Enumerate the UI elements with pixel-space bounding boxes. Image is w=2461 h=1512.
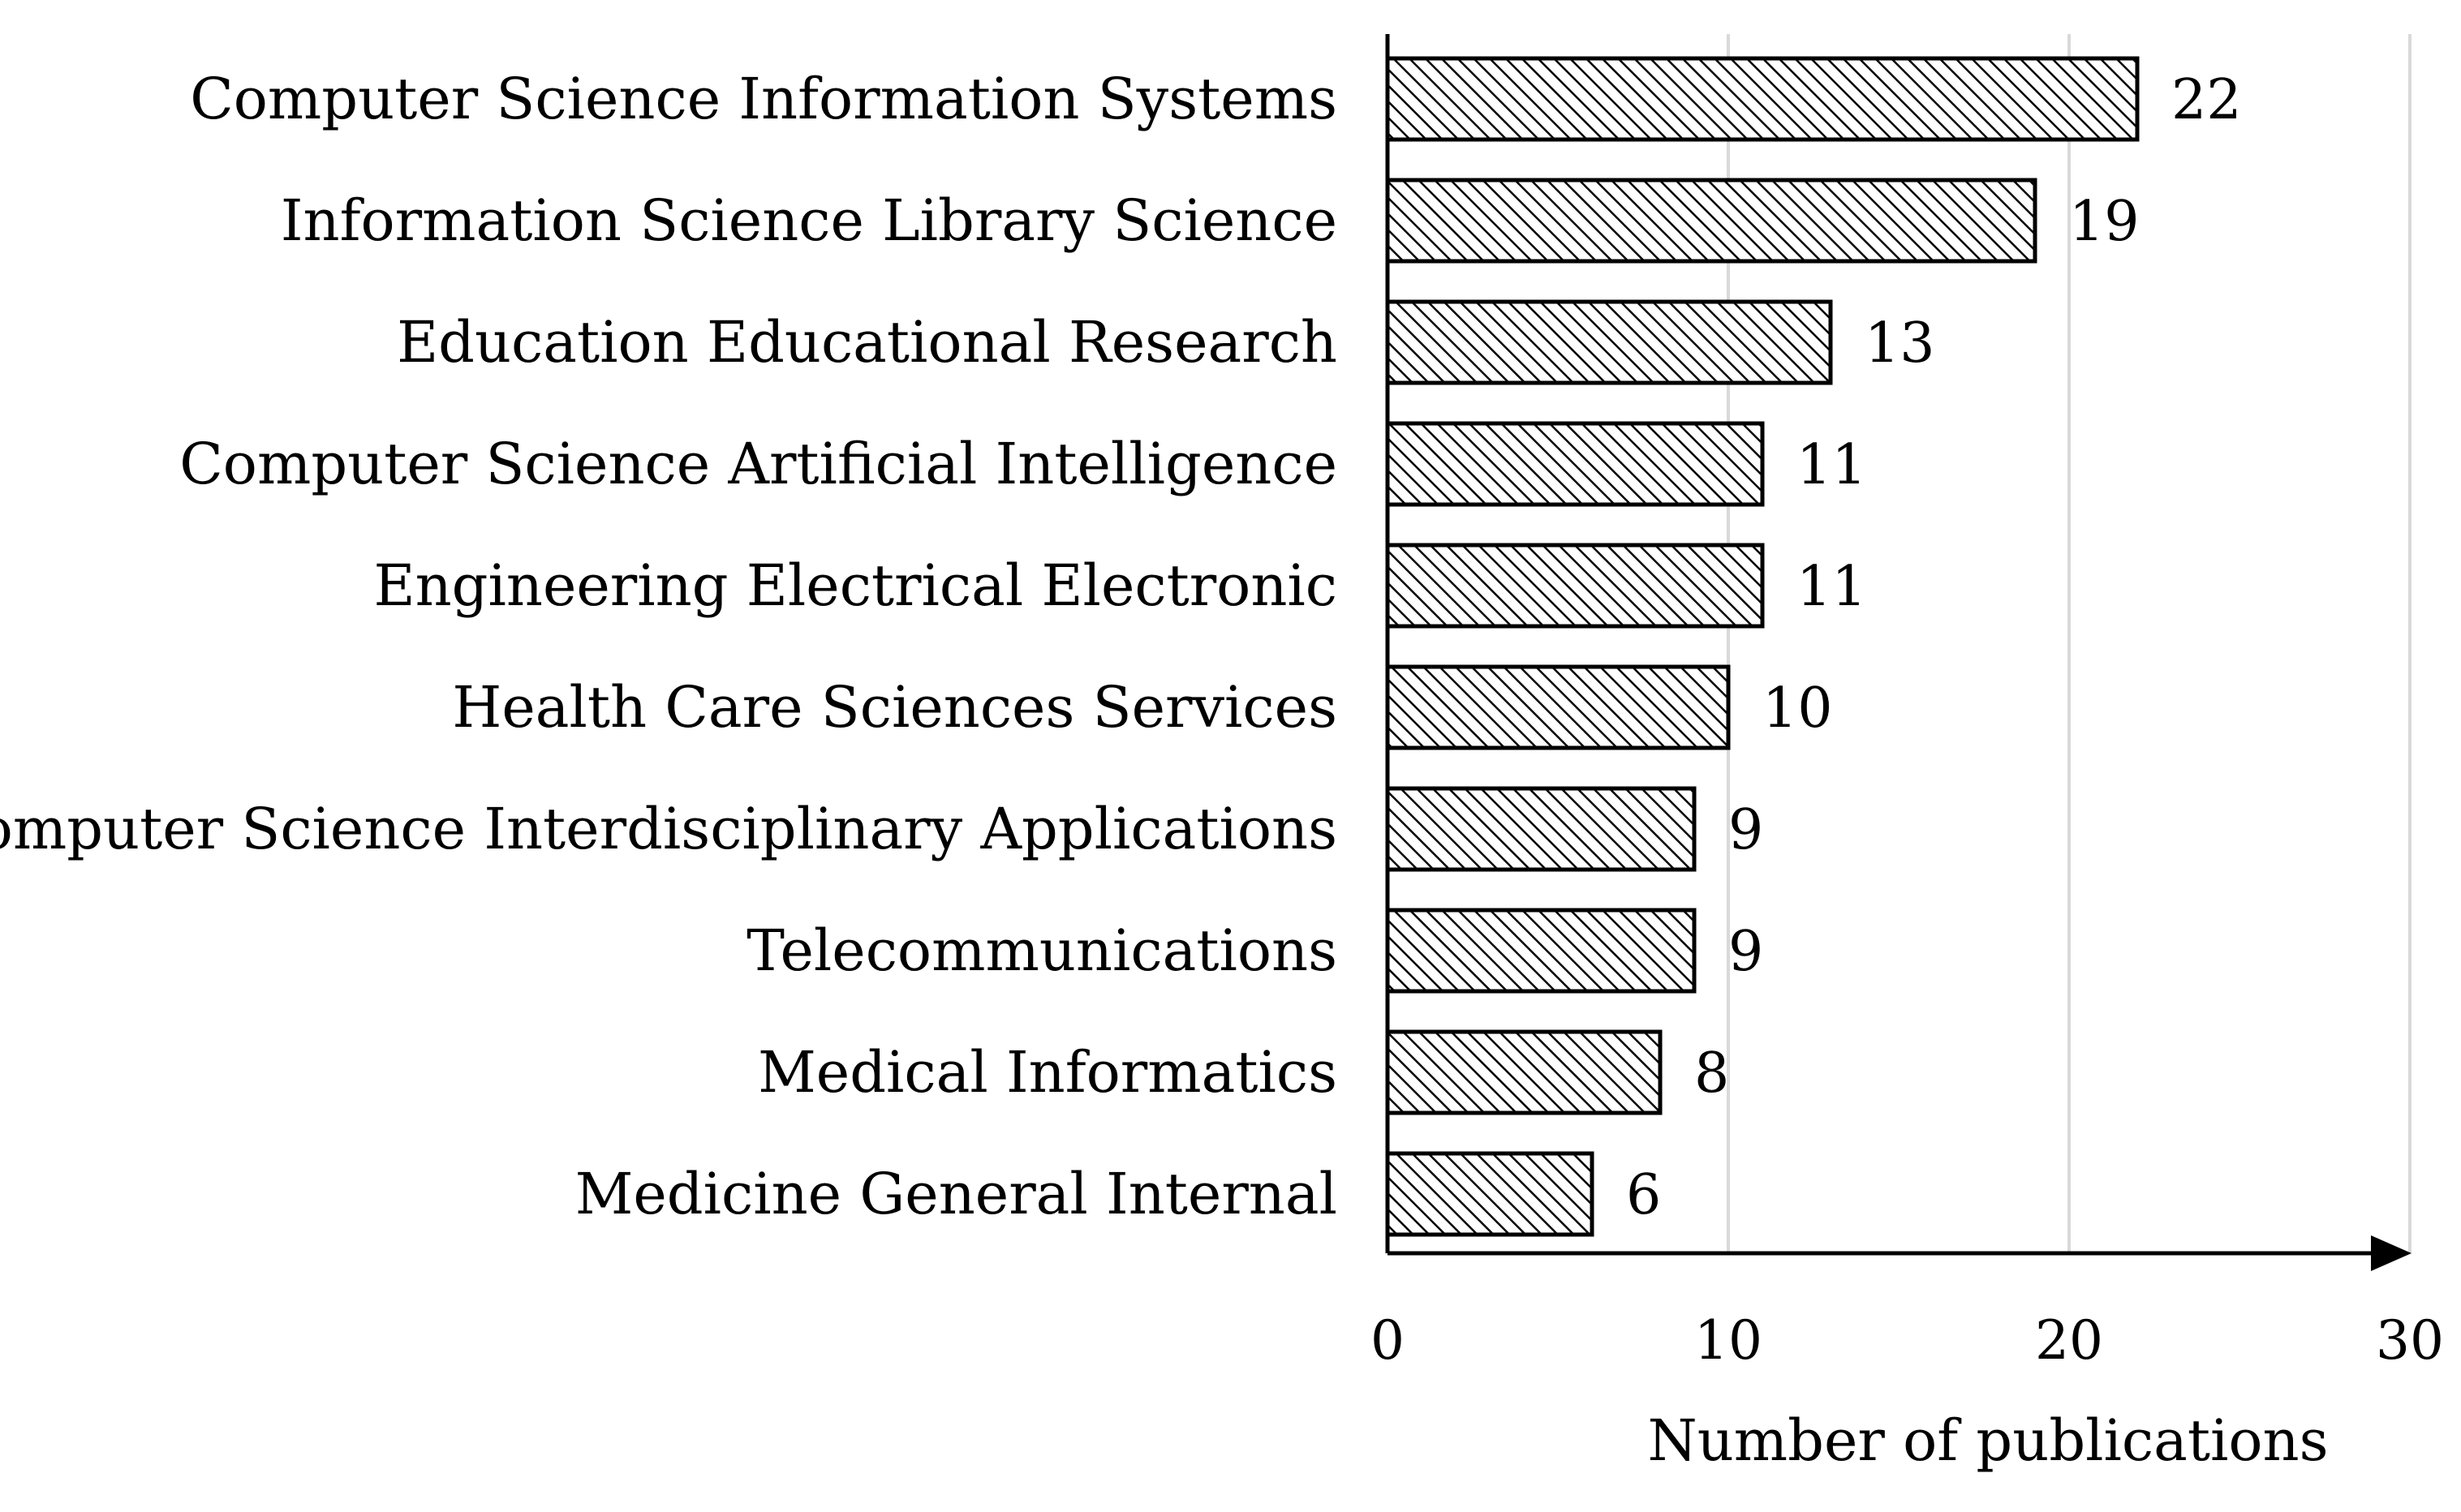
category-label: Education Educational Research [397,309,1337,376]
category-label: Information Science Library Science [281,187,1337,254]
bar [1385,1151,1594,1237]
category-label: Computer Science Information Systems [190,66,1337,132]
data-label: 11 [1796,433,1867,497]
labels: 0 10 20 30 Computer Science Information Syst… [0,66,2444,1372]
bar [1385,421,1765,507]
category-label: Engineering Electrical Electronic [373,552,1337,619]
category-label: Computer Science Artificial Intelligence [179,431,1337,497]
bar [1385,908,1697,994]
data-label: 19 [2069,190,2140,254]
x-tick-label: 0 [1370,1309,1405,1372]
category-label: Computer Science Interdisciplinary Appli… [0,796,1337,862]
bar [1385,664,1731,750]
category-label: Medicine General Internal [575,1161,1337,1227]
data-label: 6 [1626,1163,1661,1227]
bars [1385,56,2140,1237]
x-tick-label: 10 [1694,1309,1762,1372]
data-label: 22 [2171,68,2242,132]
category-label: Medical Informatics [758,1039,1337,1106]
bar [1385,178,2037,264]
x-axis-arrow [2371,1235,2412,1271]
axes [1385,34,2412,1271]
category-label: Telecommunications [746,917,1337,984]
x-tick-label: 30 [2376,1309,2444,1372]
bar [1385,1029,1663,1115]
x-tick-label: 20 [2035,1309,2103,1372]
data-label: 11 [1796,555,1867,619]
bar [1385,786,1697,872]
data-label: 9 [1728,920,1763,984]
data-label: 9 [1728,798,1763,862]
bar [1385,56,2140,142]
bar [1385,543,1765,629]
category-label: Health Care Sciences Services [452,674,1337,741]
data-label: 13 [1865,311,1935,376]
x-axis-title: Number of publications [1647,1407,2328,1474]
data-label: 8 [1694,1042,1729,1106]
data-label: 10 [1762,677,1833,741]
bar [1385,299,1833,385]
